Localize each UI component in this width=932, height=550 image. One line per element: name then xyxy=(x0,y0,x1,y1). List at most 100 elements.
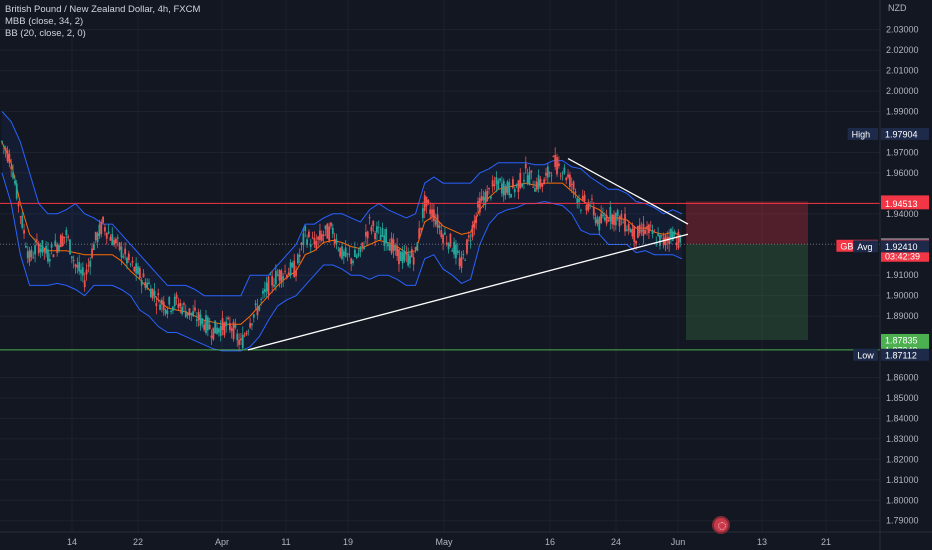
candle-body xyxy=(657,233,660,236)
candle-body xyxy=(546,166,549,178)
candle-body xyxy=(550,175,553,177)
candle-body xyxy=(660,235,663,237)
candle-body xyxy=(166,310,169,315)
candle-body xyxy=(48,259,51,262)
candle-body xyxy=(418,228,421,240)
candle-body xyxy=(574,191,577,194)
candle-body xyxy=(184,310,187,318)
x-tick-label: 14 xyxy=(67,537,77,547)
candle-body xyxy=(34,245,36,255)
candle-body xyxy=(122,256,125,258)
candle-body xyxy=(635,240,637,244)
candle-body xyxy=(526,175,529,184)
candle-body xyxy=(140,279,143,286)
candle-body xyxy=(80,269,82,274)
candle-body xyxy=(500,183,503,194)
candle-body xyxy=(81,267,84,276)
x-tick-label: 19 xyxy=(343,537,353,547)
candle-body xyxy=(587,202,590,211)
candle-body xyxy=(399,251,402,262)
candle-body xyxy=(94,231,97,241)
candle-body xyxy=(557,163,560,167)
candle-body xyxy=(181,306,184,314)
candle-body xyxy=(477,201,479,208)
candle-body xyxy=(160,299,163,305)
candle-body xyxy=(609,206,612,222)
candle-body xyxy=(159,304,161,310)
candle-body xyxy=(144,282,147,288)
y-tick-label: 1.89000 xyxy=(886,311,919,321)
candle-body xyxy=(91,248,93,258)
candle-body xyxy=(129,263,132,265)
candle-body xyxy=(36,239,38,241)
candle-body xyxy=(403,251,406,261)
candle-body xyxy=(26,251,29,259)
candle-body xyxy=(19,216,22,218)
y-tick-label: 1.81000 xyxy=(886,475,919,485)
candle-body xyxy=(170,310,172,312)
candle-body xyxy=(603,217,606,221)
candle-body xyxy=(528,172,531,185)
y-tick-label: 1.96000 xyxy=(886,168,919,178)
candle-body xyxy=(659,234,661,246)
candle-body xyxy=(43,249,46,252)
mbb-indicator-label[interactable]: MBB (close, 34, 2) xyxy=(5,16,84,27)
candle-body xyxy=(304,226,307,232)
candle-body xyxy=(168,296,171,305)
candle-body xyxy=(225,321,228,327)
candle-body xyxy=(366,231,369,239)
candle-body xyxy=(622,222,625,224)
candle-body xyxy=(440,230,443,237)
candle-body xyxy=(127,253,130,261)
candle-body xyxy=(214,320,217,334)
rising-support-trendline xyxy=(247,233,689,351)
y-tick-label: 1.79000 xyxy=(886,516,919,526)
candle-body xyxy=(407,253,410,266)
candle-body xyxy=(137,266,139,275)
candle-body xyxy=(157,293,160,296)
candle-body xyxy=(466,239,468,254)
candle-body xyxy=(624,213,626,232)
candle-body xyxy=(613,214,615,225)
x-tick-label: 16 xyxy=(545,537,555,547)
candle-body xyxy=(432,209,435,222)
candle-body xyxy=(162,301,165,311)
candle-body xyxy=(545,172,547,176)
candle-body xyxy=(89,260,92,267)
y-tick-label: 1.82000 xyxy=(886,454,919,464)
candle-body xyxy=(284,270,286,272)
candle-body xyxy=(447,243,450,250)
candle-body xyxy=(513,189,516,193)
candle-body xyxy=(2,145,5,147)
candle-body xyxy=(100,222,103,235)
candle-body xyxy=(203,324,206,330)
candle-body xyxy=(238,339,240,345)
candle-body xyxy=(116,237,119,239)
y-tick-label: 1.84000 xyxy=(886,413,919,423)
candle-body xyxy=(353,249,356,257)
candle-body xyxy=(649,225,652,227)
candle-body xyxy=(592,206,595,216)
candle-body xyxy=(331,227,334,235)
y-tick-label: 2.03000 xyxy=(886,25,919,35)
candle-body xyxy=(109,237,112,241)
high-price-box xyxy=(881,127,929,140)
candle-body xyxy=(568,174,571,188)
candle-body xyxy=(519,172,522,188)
candle-body xyxy=(330,222,332,227)
candle-body xyxy=(499,178,501,181)
candle-body xyxy=(638,224,641,234)
candle-body xyxy=(326,223,329,239)
candle-body xyxy=(317,236,320,240)
candle-body xyxy=(451,250,454,252)
candle-body xyxy=(39,248,42,252)
x-tick-label: 22 xyxy=(133,537,143,547)
candle-body xyxy=(296,254,299,264)
candle-body xyxy=(208,324,211,330)
candle-body xyxy=(32,257,35,259)
candle-body xyxy=(65,229,68,236)
candle-body xyxy=(398,249,400,265)
candle-body xyxy=(552,156,555,158)
candle-body xyxy=(390,237,393,254)
